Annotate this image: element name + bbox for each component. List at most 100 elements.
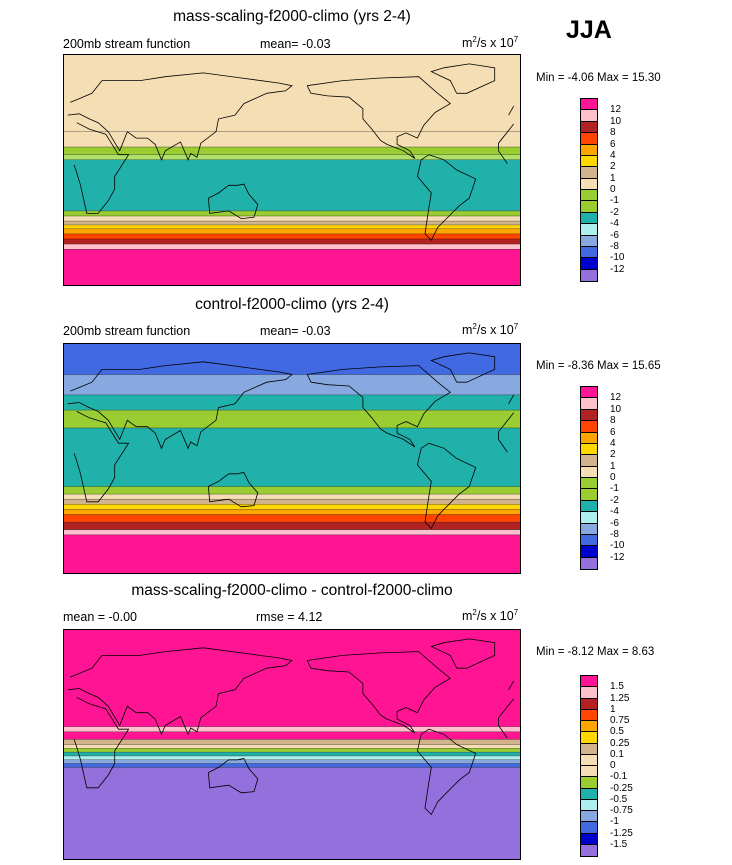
colorbar-1 bbox=[580, 386, 598, 570]
coastline bbox=[306, 76, 451, 159]
contour-band bbox=[64, 763, 520, 768]
contour-band bbox=[64, 224, 520, 229]
colorbar-level-label: -1 bbox=[610, 816, 619, 828]
units-exp: 7 bbox=[513, 322, 519, 331]
contour-band bbox=[64, 534, 520, 573]
colorbar-level-label: -0.75 bbox=[610, 805, 633, 816]
contour-band bbox=[64, 221, 520, 225]
colorbar-swatch bbox=[581, 478, 597, 490]
colorbar-level-label: -6 bbox=[610, 229, 619, 241]
colorbar-swatch bbox=[581, 799, 597, 811]
contour-map-1 bbox=[64, 344, 520, 573]
panel-units-2: m2/s x 107 bbox=[462, 608, 518, 623]
colorbar-level-label: 8 bbox=[610, 415, 616, 427]
colorbar-level-label: -12 bbox=[610, 263, 625, 275]
contour-band bbox=[64, 504, 520, 510]
colorbar-level-label: 0.75 bbox=[610, 715, 630, 726]
colorbar-swatch bbox=[581, 844, 597, 856]
colorbar-level-label: -12 bbox=[610, 551, 625, 563]
colorbar-level-label: -1 bbox=[610, 483, 619, 495]
colorbar-level-label: 8 bbox=[610, 127, 616, 139]
contour-band bbox=[64, 752, 520, 756]
coastline bbox=[498, 123, 515, 151]
colorbar-swatch bbox=[581, 811, 597, 823]
colorbar-level-label: -1.5 bbox=[610, 838, 628, 850]
contour-band bbox=[64, 239, 520, 245]
colorbar-swatch bbox=[581, 732, 597, 744]
colorbar-swatch bbox=[581, 421, 597, 433]
panel-left-label-2: mean = -0.00 bbox=[63, 610, 138, 624]
contour-band bbox=[64, 374, 520, 395]
colorbar-level-label: 4 bbox=[610, 149, 616, 161]
contour-band bbox=[64, 210, 520, 216]
panel-left-label-0: 200mb stream function bbox=[63, 37, 191, 51]
coastline bbox=[430, 638, 496, 669]
coastline bbox=[498, 412, 515, 440]
units-exp: 7 bbox=[513, 608, 519, 617]
colorbar-swatch bbox=[581, 387, 597, 399]
contour-band bbox=[64, 731, 520, 740]
coastline bbox=[430, 352, 496, 383]
colorbar-level-label: 0.5 bbox=[610, 726, 624, 738]
contour-band bbox=[64, 244, 520, 250]
colorbar-level-label: -0.5 bbox=[610, 793, 628, 805]
colorbar-level-label: 2 bbox=[610, 449, 616, 461]
contour-band bbox=[64, 427, 520, 487]
contour-band bbox=[64, 514, 520, 523]
panel-minmax-1: Min = -8.36 Max = 15.65 bbox=[536, 360, 661, 372]
colorbar-level-label: 6 bbox=[610, 138, 616, 150]
units-mid: /s x 10 bbox=[476, 323, 514, 338]
coastline bbox=[306, 365, 452, 448]
colorbar-level-label: -2 bbox=[610, 494, 619, 506]
colorbar-swatch bbox=[581, 455, 597, 467]
contour-band bbox=[64, 499, 520, 505]
colorbar-swatch bbox=[581, 500, 597, 513]
colorbar-level-label: -10 bbox=[610, 540, 625, 552]
colorbar-swatch bbox=[581, 822, 597, 834]
colorbar-swatch bbox=[581, 557, 597, 569]
colorbar-swatch bbox=[581, 99, 597, 111]
contour-band bbox=[64, 494, 520, 500]
contour-band bbox=[64, 522, 520, 530]
panel-minmax-0: Min = -4.06 Max = 15.30 bbox=[536, 72, 661, 84]
colorbar-level-label: -0.1 bbox=[610, 771, 628, 783]
panel-center-label-0: mean= -0.03 bbox=[260, 37, 331, 51]
coastline bbox=[73, 697, 130, 789]
colorbar-swatch bbox=[581, 167, 597, 179]
colorbar-swatch bbox=[581, 833, 597, 845]
colorbar-swatch bbox=[581, 235, 597, 247]
colorbar-swatch bbox=[581, 201, 597, 213]
colorbar-level-label: 0.25 bbox=[610, 737, 630, 749]
colorbar-swatch bbox=[581, 523, 597, 535]
coastline bbox=[498, 150, 508, 164]
colorbar-swatch bbox=[581, 709, 597, 721]
colorbar-level-label: -4 bbox=[610, 218, 619, 230]
coastline bbox=[67, 361, 293, 450]
colorbar-swatch bbox=[581, 721, 597, 733]
coastline bbox=[73, 411, 130, 503]
colorbar-swatch bbox=[581, 110, 597, 122]
colorbar-swatch bbox=[581, 258, 597, 270]
colorbar-level-label: 0.1 bbox=[610, 748, 624, 760]
colorbar-2 bbox=[580, 675, 598, 857]
colorbar-level-label: -1 bbox=[610, 195, 619, 207]
colorbar-level-label: -8 bbox=[610, 240, 619, 252]
contour-band bbox=[64, 529, 520, 535]
coastline bbox=[306, 651, 452, 734]
contour-band bbox=[64, 744, 520, 749]
panel-center-label-1: mean= -0.03 bbox=[260, 324, 331, 338]
panel-units-1: m2/s x 107 bbox=[462, 322, 518, 337]
colorbar-swatch bbox=[581, 743, 597, 755]
coastline bbox=[416, 154, 477, 241]
units-base: m bbox=[462, 609, 473, 624]
coastline bbox=[508, 680, 515, 690]
contour-band bbox=[64, 233, 520, 239]
coastline bbox=[208, 183, 259, 220]
contour-band bbox=[64, 344, 520, 375]
coastline bbox=[508, 105, 515, 116]
colorbar-level-label: 6 bbox=[610, 426, 616, 438]
colorbar-level-label: 12 bbox=[610, 104, 622, 116]
units-mid: /s x 10 bbox=[476, 609, 514, 624]
season-label: JJA bbox=[566, 16, 612, 44]
coastline bbox=[508, 394, 515, 404]
